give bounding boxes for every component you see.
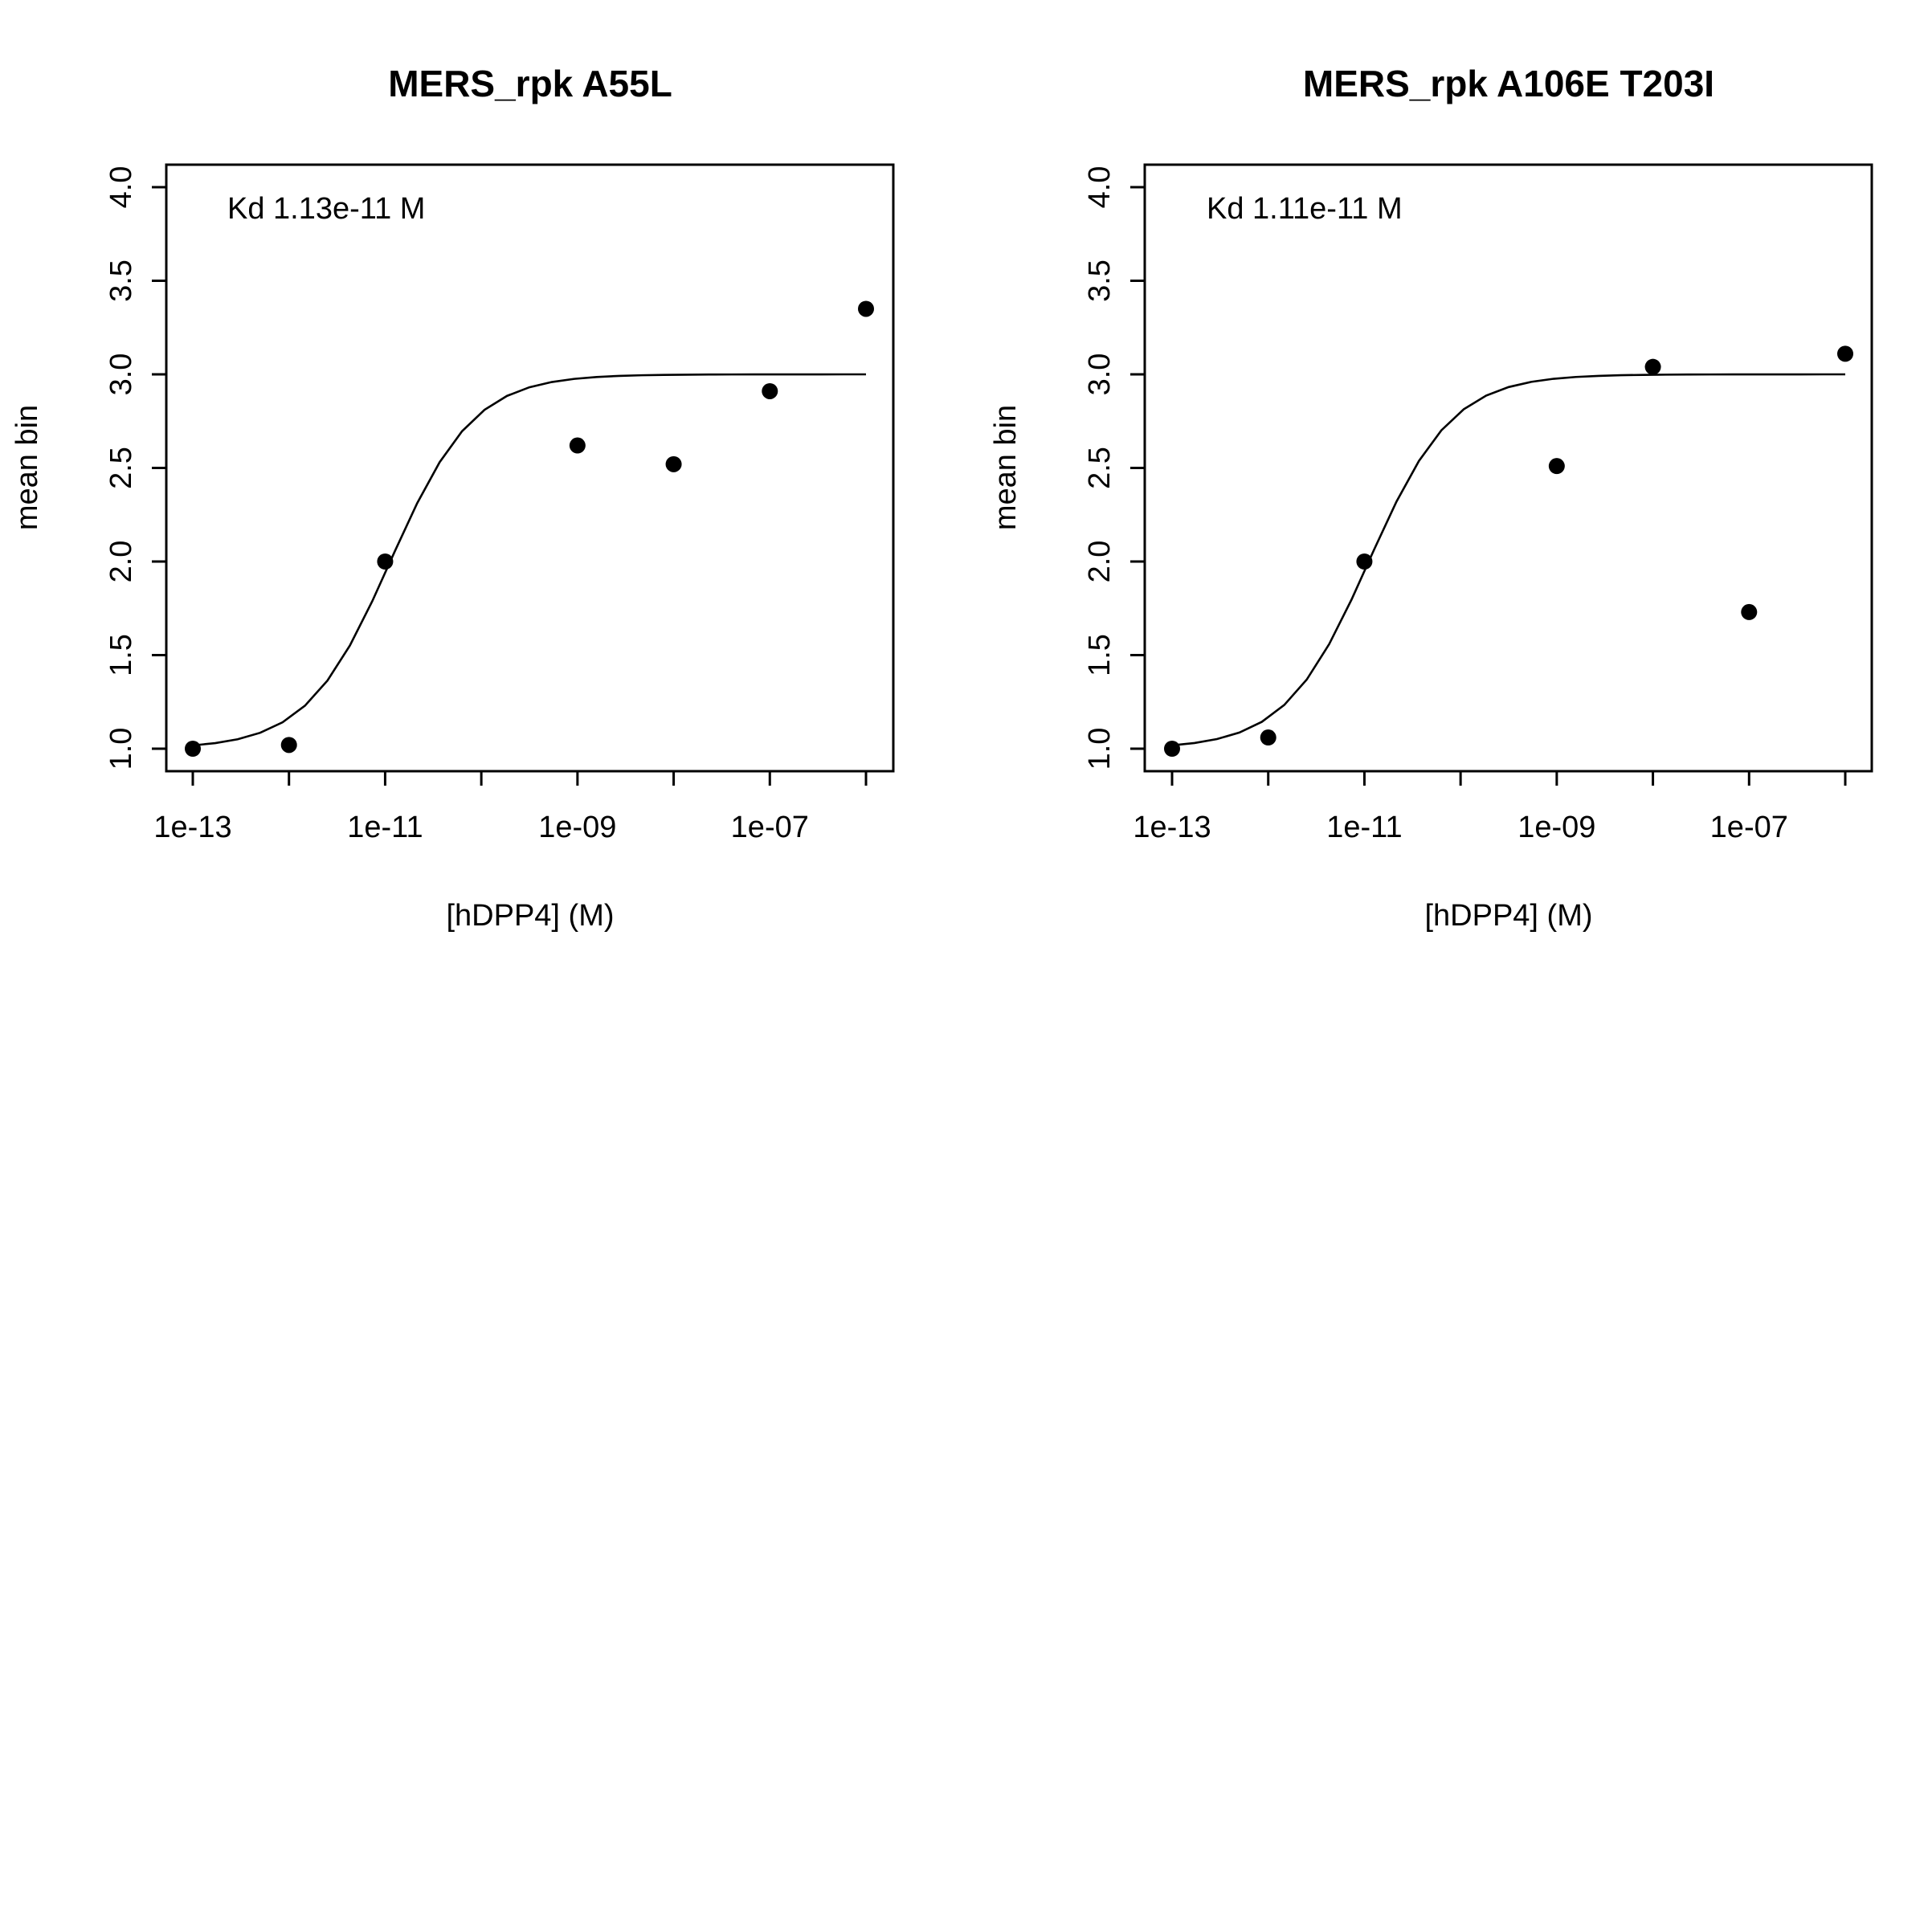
data-point <box>1548 458 1565 475</box>
x-tick-label: 1e-09 <box>538 811 616 844</box>
y-tick-label: 2.5 <box>104 447 138 489</box>
data-point <box>665 455 682 472</box>
y-tick-label: 2.0 <box>104 541 138 583</box>
x-tick-label: 1e-07 <box>1710 811 1788 844</box>
data-point <box>1356 553 1373 570</box>
x-tick-label: 1e-13 <box>153 811 231 844</box>
points-layer <box>1164 345 1853 757</box>
kd-annotation: Kd 1.11e-11 M <box>1207 192 1403 226</box>
data-point <box>185 741 201 757</box>
points-layer <box>185 300 874 757</box>
data-point <box>1644 358 1661 375</box>
data-point <box>1164 741 1180 757</box>
y-tick-label: 1.5 <box>1083 634 1117 676</box>
data-point <box>1741 603 1758 620</box>
x-axis-title: [hDPP4] (M) <box>1424 899 1592 933</box>
y-axis: 1.0 1.5 2.0 2.5 3.0 3.5 4.0 <box>1083 166 1146 770</box>
y-axis: 1.0 1.5 2.0 2.5 3.0 3.5 4.0 <box>104 166 168 770</box>
y-tick-label: 1.0 <box>1083 728 1117 770</box>
y-tick-label: 1.5 <box>104 634 138 676</box>
data-point <box>858 300 874 317</box>
chart-title: MERS_rpk A55L <box>388 63 672 104</box>
y-tick-label: 1.0 <box>104 728 138 770</box>
data-point <box>280 737 297 754</box>
y-tick-label: 3.5 <box>1083 259 1117 302</box>
y-tick-label: 3.5 <box>104 259 138 302</box>
x-axis-title: [hDPP4] (M) <box>446 899 614 933</box>
x-tick-label: 1e-07 <box>731 811 809 844</box>
fit-layer <box>1171 373 1845 747</box>
x-tick-label: 1e-09 <box>1517 811 1595 844</box>
kd-annotation: Kd 1.13e-11 M <box>227 192 425 226</box>
y-axis-title: mean bin <box>989 405 1023 530</box>
y-tick-label: 2.0 <box>1083 541 1117 583</box>
x-tick-label: 1e-13 <box>1133 811 1211 844</box>
fit-curve <box>192 373 866 747</box>
data-point <box>377 553 394 570</box>
y-tick-label: 3.0 <box>104 353 138 396</box>
x-axis: 1e-13 1e-11 1e-09 1e-07 <box>1133 770 1847 844</box>
y-tick-label: 2.5 <box>1083 447 1117 489</box>
chart-title: MERS_rpk A106E T203I <box>1303 63 1714 104</box>
y-tick-label: 3.0 <box>1083 353 1117 396</box>
chart-panel-a106e-t203i: MERS_rpk A106E T203I Kd 1.11e-11 M [hDPP… <box>989 63 1873 933</box>
y-tick-label: 4.0 <box>104 166 138 209</box>
fit-curve <box>1171 373 1845 747</box>
data-point <box>1837 345 1853 362</box>
data-point <box>1260 729 1276 746</box>
y-axis-title: mean bin <box>10 405 44 530</box>
x-tick-label: 1e-11 <box>1326 811 1402 844</box>
x-axis: 1e-13 1e-11 1e-09 1e-07 <box>153 770 868 844</box>
fit-layer <box>192 373 866 747</box>
data-point <box>762 382 778 399</box>
chart-panel-a55l: MERS_rpk A55L Kd 1.13e-11 M [hDPP4] (M) … <box>10 63 895 933</box>
x-tick-label: 1e-11 <box>347 811 423 844</box>
y-tick-label: 4.0 <box>1083 166 1117 209</box>
data-point <box>569 437 586 454</box>
